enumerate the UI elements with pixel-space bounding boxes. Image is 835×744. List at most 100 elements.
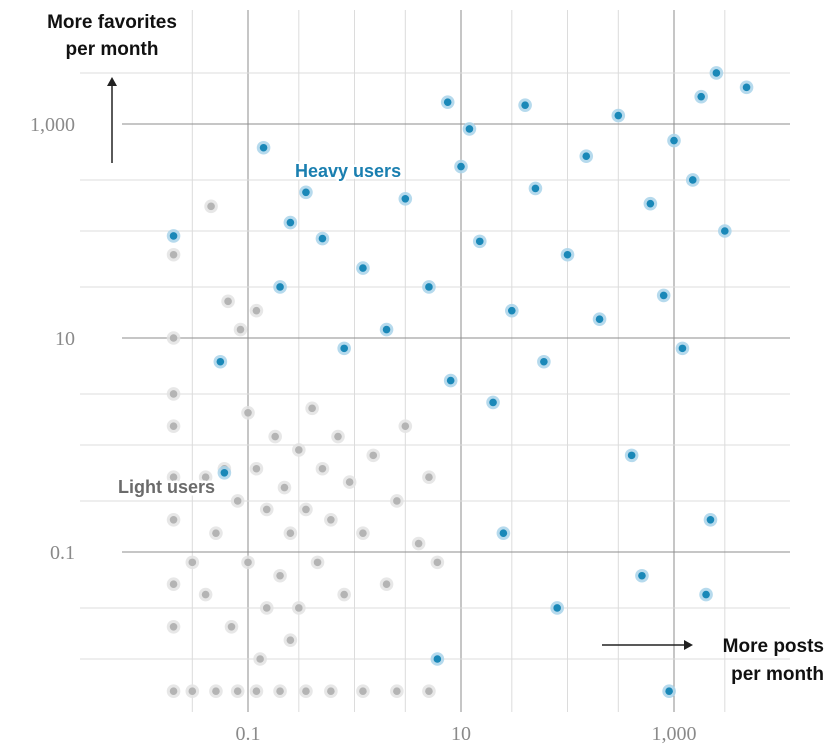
light-users-point <box>252 464 261 473</box>
light-users-point <box>201 473 210 482</box>
heavy-users-point <box>712 69 721 77</box>
light-users-point <box>169 687 178 696</box>
light-users-point <box>244 408 252 417</box>
light-users-point <box>169 473 178 482</box>
light-users-point <box>262 505 271 514</box>
light-users-point <box>233 687 242 696</box>
light-users-point <box>334 432 342 441</box>
heavy-users-point <box>401 194 410 203</box>
light-users-point <box>169 250 178 259</box>
light-users-point <box>327 687 335 696</box>
heavy-users-point <box>697 92 705 101</box>
light-users-point <box>212 687 220 696</box>
light-users-point <box>433 558 442 567</box>
light-users-point <box>236 325 245 334</box>
heavy-users-point <box>665 687 673 696</box>
light-users-point <box>188 687 197 696</box>
light-users-point <box>256 655 264 663</box>
light-users-point <box>169 334 178 342</box>
heavy-users-point <box>318 234 327 243</box>
light-users-point <box>276 687 284 696</box>
x-axis-title-line2: per month <box>731 664 824 685</box>
light-users-point <box>295 604 303 612</box>
y-tick-label: 0.1 <box>50 542 75 564</box>
light-users-points <box>166 199 445 699</box>
heavy-users-label: Heavy users <box>295 161 401 181</box>
heavy-users-point <box>340 344 348 353</box>
heavy-users-point <box>627 451 636 460</box>
heavy-users-point <box>220 468 229 477</box>
x-axis-title-line1: More posts <box>723 636 824 657</box>
heavy-users-point <box>742 83 751 92</box>
x-axis-arrow-head <box>684 640 693 650</box>
light-users-point <box>227 622 236 631</box>
light-users-point <box>188 558 197 567</box>
light-users-point <box>295 446 303 454</box>
light-users-point <box>169 422 178 430</box>
heavy-users-point <box>302 188 310 197</box>
light-users-point <box>308 404 316 413</box>
light-users-point <box>393 687 401 696</box>
light-users-point <box>169 580 178 589</box>
y-axis-title: More favorites per month <box>47 12 177 163</box>
heavy-users-point <box>499 529 508 537</box>
light-users-point <box>169 390 178 398</box>
heavy-users-point <box>276 283 284 291</box>
heavy-users-point <box>702 590 710 599</box>
light-users-point <box>252 306 261 315</box>
light-users-point <box>382 580 391 589</box>
grid <box>80 10 790 712</box>
y-axis-arrow-head <box>107 77 117 86</box>
heavy-users-point <box>553 604 561 612</box>
heavy-users-point <box>508 306 516 315</box>
heavy-users-point <box>563 250 572 259</box>
heavy-users-point <box>670 136 678 145</box>
heavy-users-point <box>582 152 591 161</box>
heavy-users-point <box>614 111 623 120</box>
y-tick-label: 10 <box>55 328 75 350</box>
light-users-point <box>393 497 401 505</box>
light-users-point <box>340 590 348 599</box>
light-users-point <box>224 297 232 306</box>
light-users-point <box>271 432 279 441</box>
heavy-users-point <box>595 315 604 323</box>
heavy-users-point <box>688 176 697 184</box>
heavy-users-point <box>540 357 548 366</box>
light-users-point <box>276 571 284 580</box>
tick-labels: 0.1 10 1,000 0.1 10 1,000 <box>30 114 697 744</box>
light-users-point <box>327 515 335 524</box>
light-users-point <box>207 202 215 211</box>
heavy-users-point <box>465 125 474 133</box>
light-users-point <box>201 590 210 599</box>
light-users-point <box>359 529 367 537</box>
heavy-users-point <box>659 291 668 300</box>
x-tick-label: 0.1 <box>236 723 261 744</box>
heavy-users-point <box>443 98 452 106</box>
heavy-users-point <box>646 199 655 208</box>
light-users-point <box>286 529 295 537</box>
light-users-point <box>212 529 220 537</box>
light-users-point <box>252 687 261 696</box>
light-users-point <box>313 558 322 567</box>
y-axis-title-line2: per month <box>66 39 159 60</box>
light-users-point <box>302 505 310 514</box>
heavy-users-point <box>475 237 484 246</box>
light-users-point <box>233 497 242 505</box>
heavy-users-points <box>166 66 754 699</box>
heavy-users-point <box>286 218 295 227</box>
heavy-users-point <box>169 232 178 240</box>
x-tick-label: 1,000 <box>652 723 697 744</box>
heavy-users-point <box>259 143 268 152</box>
light-users-point <box>262 604 271 612</box>
heavy-users-point <box>433 655 442 663</box>
heavy-users-point <box>678 344 687 353</box>
heavy-users-point <box>457 162 465 171</box>
heavy-users-point <box>489 398 497 407</box>
heavy-users-point <box>706 515 715 524</box>
heavy-users-point <box>721 227 729 235</box>
light-users-point <box>169 515 178 524</box>
heavy-users-point <box>425 283 433 291</box>
x-axis-title: More posts per month <box>602 636 824 685</box>
light-users-point <box>302 687 310 696</box>
